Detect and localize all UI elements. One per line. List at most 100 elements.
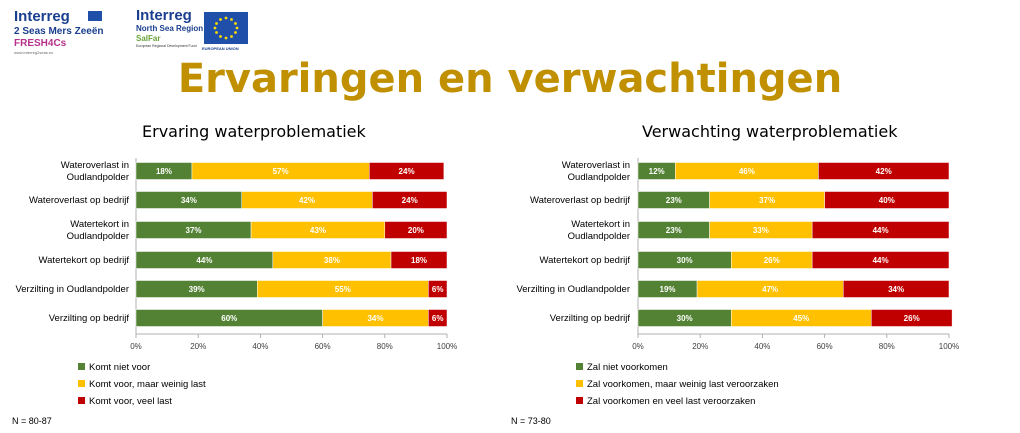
chart-1-legend-swatch [78,380,85,387]
chart-2-data-label: 37% [759,196,775,205]
chart-1-x-tick-label: 20% [190,342,206,351]
chart-2-data-label: 42% [876,167,892,176]
interreg-2seas-logo: Interreg 2 Seas Mers Zeeën FRESH4Cs www.… [14,8,124,63]
logo-brand: Interreg [136,7,192,24]
chart-1-data-label: 57% [273,167,289,176]
chart-2-data-label: 47% [762,285,778,294]
chart-2-x-tick-label: 20% [692,342,708,351]
chart-2-bar-segment [824,191,950,209]
logo-program: 2 Seas Mers Zeeën [14,26,104,37]
chart-2-data-label: 44% [873,256,889,265]
chart-1-category-label: Watertekort in [70,219,129,230]
chart-1-legend-swatch [78,363,85,370]
chart-1-legend-label: Komt voor, veel last [89,396,172,407]
chart-2-data-label: 19% [660,285,676,294]
logo-project: SalFar [136,34,161,43]
chart-2-category-label: Watertekort op bedrijf [540,255,631,266]
chart-1-data-label: 44% [196,256,212,265]
chart-2-legend-label: Zal voorkomen, maar weinig last veroorza… [587,379,779,390]
chart-1-category-label: Watertekort op bedrijf [39,255,130,266]
chart-2-legend-swatch [576,397,583,404]
chart-1-legend-label: Komt niet voor [89,362,150,373]
chart-1-x-tick-label: 100% [437,342,457,351]
chart-2-data-label: 23% [666,226,682,235]
chart-2-category-label: Oudlandpolder [568,231,630,242]
chart-2-bar-segment [871,309,953,327]
chart-2-data-label: 46% [739,167,755,176]
chart-2-category-label: Watertekort in [571,219,630,230]
chart-1-category-label: Verzilting in Oudlandpolder [15,284,129,295]
chart-1-data-label: 34% [181,196,197,205]
chart-2-legend-swatch [576,363,583,370]
chart-2-data-label: 30% [677,314,693,323]
chart-1-bar-segment [369,162,445,180]
chart-2-data-label: 12% [649,167,665,176]
chart-1-data-label: 38% [324,256,340,265]
chart-1-data-label: 18% [156,167,172,176]
chart-1-bar-segment [384,221,448,239]
chart-1-legend-swatch [78,397,85,404]
chart-2-x-tick-label: 100% [939,342,959,351]
chart-1-bar-segment [372,191,448,209]
chart-2-data-label: 26% [904,314,920,323]
chart-2-legend-label: Zal voorkomen en veel last veroorzaken [587,396,755,407]
chart-2-legend-swatch [576,380,583,387]
chart-2-data-label: 26% [764,256,780,265]
chart-1-data-label: 24% [402,196,418,205]
chart-2-category-label: Verzilting in Oudlandpolder [516,284,630,295]
chart-2-data-label: 23% [666,196,682,205]
chart-1-bar-segment [428,280,448,298]
chart-1-data-label: 60% [221,314,237,323]
chart-1-x-tick-label: 40% [252,342,268,351]
chart-2-data-label: 45% [793,314,809,323]
chart-1-title: Ervaring waterproblematiek [142,122,366,141]
chart-1-data-label: 43% [310,226,326,235]
chart-2-x-tick-label: 40% [754,342,770,351]
interreg-north-sea-logo: Interreg North Sea Region SalFar Europea… [136,8,256,60]
chart-1-data-label: 20% [408,226,424,235]
chart-1-data-label: 37% [186,226,202,235]
chart-1-data-label: 18% [411,256,427,265]
chart-1-bar-segment [390,251,448,269]
chart-1-data-label: 34% [367,314,383,323]
chart-1-data-label: 6% [432,314,444,323]
chart-1-data-label: 24% [399,167,415,176]
chart-1-x-tick-label: 60% [315,342,331,351]
chart-1-sample-size: N = 80-87 [12,416,52,426]
chart-2-data-label: 44% [873,226,889,235]
chart-2-legend-label: Zal niet voorkomen [587,362,668,373]
chart-1-data-label: 6% [432,285,444,294]
chart-2-data-label: 34% [888,285,904,294]
chart-1-category-label: Wateroverlast in [61,160,129,171]
chart-1-bar-segment [428,309,448,327]
chart-2-x-tick-label: 0% [632,342,644,351]
logo-project: FRESH4Cs [14,38,67,49]
page-title: Ervaringen en verwachtingen [177,56,843,102]
chart-2-bar-segment [811,221,950,239]
chart-1-category-label: Oudlandpolder [67,231,129,242]
chart-1-data-label: 55% [335,285,351,294]
logo-program: North Sea Region [136,24,204,33]
chart-2-data-label: 40% [879,196,895,205]
chart-2-category-label: Wateroverlast op bedrijf [530,195,630,206]
chart-2-title: Verwachting waterproblematiek [642,122,898,141]
logo-tagline: www.interreg2seas.eu [14,50,54,55]
logo-brand: Interreg [14,8,70,25]
chart-1-legend-label: Komt voor, maar weinig last [89,379,206,390]
chart-2-x-tick-label: 80% [879,342,895,351]
chart-2-category-label: Verzilting op bedrijf [550,313,631,324]
eu-flag-icon [204,12,248,44]
chart-1-category-label: Wateroverlast op bedrijf [29,195,129,206]
chart-1-category-label: Oudlandpolder [67,172,129,183]
eu-label: EUROPEAN UNION [202,46,239,51]
chart-1-category-label: Verzilting op bedrijf [49,313,130,324]
eu-flag-icon [88,11,102,21]
chart-1-x-tick-label: 80% [377,342,393,351]
chart-2-sample-size: N = 73-80 [511,416,551,426]
chart-1-data-label: 42% [299,196,315,205]
chart-2-x-tick-label: 60% [817,342,833,351]
chart-2-bar-segment [843,280,950,298]
logo-tagline: European Regional Development Fund [136,44,197,48]
chart-2-data-label: 30% [677,256,693,265]
